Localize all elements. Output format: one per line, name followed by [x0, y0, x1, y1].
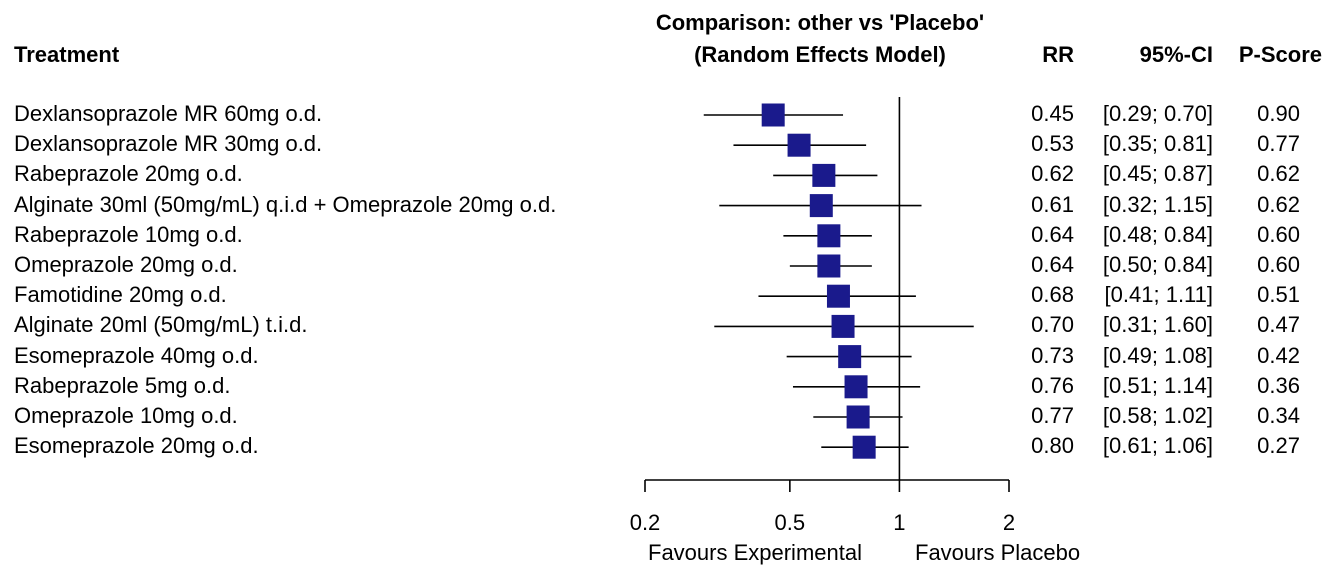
- x-tick-label: 0.2: [630, 510, 661, 535]
- rr-value: 0.70: [1031, 312, 1074, 338]
- rr-value: 0.53: [1031, 131, 1074, 157]
- x-tick-label: 0.5: [775, 510, 806, 535]
- pscore-value: 0.62: [1257, 161, 1300, 187]
- ci-value: [0.41; 1.11]: [1104, 282, 1213, 308]
- pscore-value: 0.60: [1257, 221, 1300, 247]
- rr-value: 0.76: [1031, 372, 1074, 398]
- pscore-value: 0.42: [1257, 342, 1300, 368]
- rr-point-square: [787, 133, 811, 157]
- x-tick-label: 1: [893, 510, 905, 535]
- treatment-label: Omeprazole 20mg o.d.: [14, 252, 238, 277]
- rr-point-square: [838, 345, 862, 369]
- chart-title: Comparison: other vs 'Placebo': [655, 10, 985, 35]
- chart-subtitle: (Random Effects Model): [694, 42, 946, 67]
- pscore-value: 0.77: [1257, 131, 1300, 157]
- rr-column-header: RR: [1042, 42, 1074, 67]
- rr-point-square: [844, 375, 868, 399]
- pscore-value: 0.27: [1257, 433, 1300, 459]
- pscore-value: 0.34: [1257, 403, 1300, 428]
- treatment-label: Alginate 20ml (50mg/mL) t.i.d.: [14, 312, 308, 338]
- treatment-label: Rabeprazole 20mg o.d.: [14, 161, 243, 187]
- ci-value: [0.51; 1.14]: [1102, 372, 1213, 398]
- rr-point-square: [826, 284, 850, 308]
- ci-value: [0.29; 0.70]: [1102, 101, 1213, 126]
- ci-value: [0.48; 0.84]: [1102, 221, 1213, 247]
- pscore-column-header: P-Score: [1238, 42, 1322, 67]
- treatment-label: Dexlansoprazole MR 60mg o.d.: [14, 101, 323, 126]
- rr-value: 0.61: [1031, 191, 1074, 217]
- rr-point-square: [809, 194, 833, 218]
- ci-value: [0.45; 0.87]: [1102, 161, 1213, 187]
- ci-value: [0.61; 1.06]: [1102, 433, 1213, 459]
- treatment-label: Dexlansoprazole MR 30mg o.d.: [14, 131, 323, 157]
- rr-point-square: [817, 254, 841, 278]
- rr-point-square: [761, 103, 785, 127]
- pscore-value: 0.90: [1257, 101, 1300, 126]
- rr-value: 0.64: [1031, 252, 1074, 277]
- rr-value: 0.62: [1031, 161, 1074, 187]
- rr-point-square: [846, 405, 870, 429]
- rr-value: 0.64: [1031, 221, 1074, 247]
- favours-experimental-label: Favours Experimental: [648, 540, 862, 565]
- favours-placebo-label: Favours Placebo: [915, 540, 1081, 565]
- pscore-value: 0.60: [1257, 252, 1300, 277]
- pscore-value: 0.62: [1257, 191, 1300, 217]
- ci-value: [0.32; 1.15]: [1102, 191, 1213, 217]
- treatment-label: Alginate 30ml (50mg/mL) q.i.d + Omeprazo…: [14, 191, 557, 217]
- rr-value: 0.80: [1031, 433, 1074, 459]
- x-tick-label: 2: [1003, 510, 1015, 535]
- treatment-column-header: Treatment: [14, 42, 120, 67]
- treatment-label: Rabeprazole 10mg o.d.: [14, 221, 243, 247]
- treatment-label: Omeprazole 10mg o.d.: [14, 403, 238, 428]
- rr-point-square: [852, 435, 876, 459]
- ci-value: [0.35; 0.81]: [1102, 131, 1213, 157]
- ci-value: [0.49; 1.08]: [1102, 342, 1213, 368]
- rr-value: 0.45: [1031, 101, 1074, 126]
- ci-value: [0.58; 1.02]: [1102, 403, 1213, 428]
- pscore-value: 0.51: [1257, 282, 1300, 308]
- ci-value: [0.50; 0.84]: [1102, 252, 1213, 277]
- rr-value: 0.73: [1031, 342, 1074, 368]
- ci-column-header: 95%-CI: [1139, 42, 1213, 67]
- rr-value: 0.77: [1031, 403, 1074, 428]
- ci-value: [0.31; 1.60]: [1102, 312, 1213, 338]
- pscore-value: 0.36: [1257, 372, 1300, 398]
- pscore-value: 0.47: [1257, 312, 1300, 338]
- treatment-label: Esomeprazole 40mg o.d.: [14, 342, 259, 368]
- rr-point-square: [817, 224, 841, 248]
- treatment-label: Rabeprazole 5mg o.d.: [14, 372, 231, 398]
- rr-point-square: [812, 163, 836, 187]
- rr-point-square: [831, 314, 855, 338]
- treatment-label: Famotidine 20mg o.d.: [14, 282, 227, 308]
- treatment-label: Esomeprazole 20mg o.d.: [14, 433, 259, 459]
- rr-value: 0.68: [1031, 282, 1074, 308]
